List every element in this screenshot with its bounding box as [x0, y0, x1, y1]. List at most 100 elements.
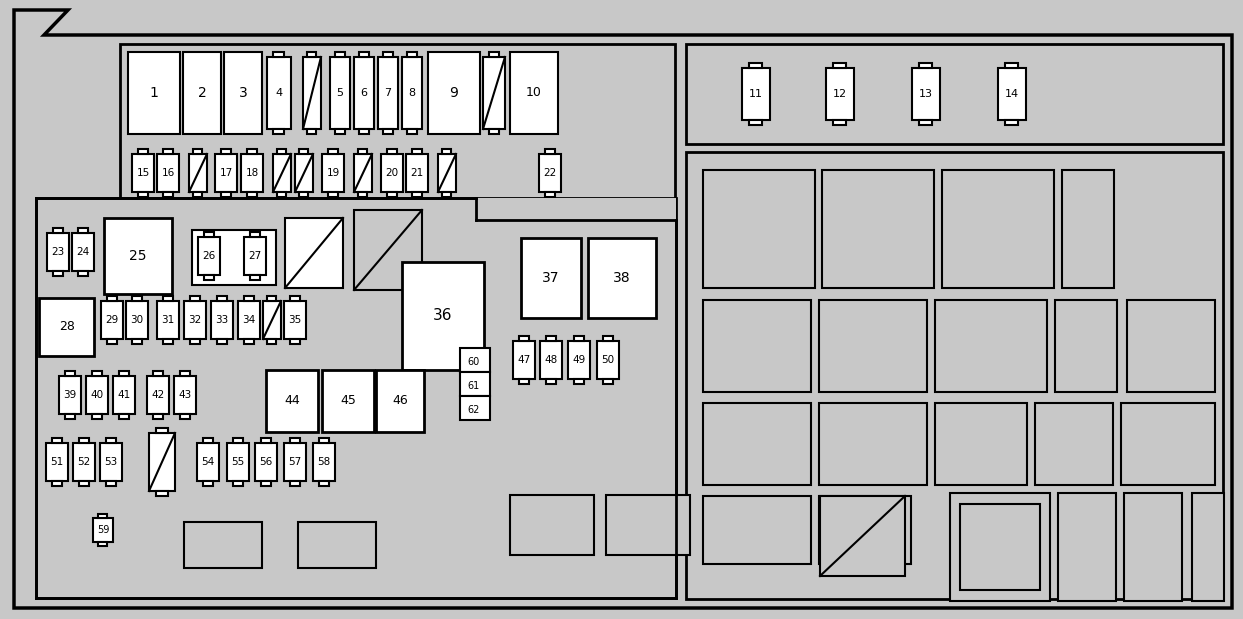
Bar	[383, 52, 393, 57]
Bar	[290, 339, 300, 344]
Text: 22: 22	[543, 168, 557, 178]
Text: 35: 35	[288, 315, 302, 325]
Bar	[1006, 63, 1018, 68]
Text: 7: 7	[384, 88, 392, 98]
Bar	[460, 372, 490, 396]
Bar	[1035, 403, 1112, 485]
Bar	[358, 192, 368, 197]
Bar	[98, 542, 107, 546]
Bar	[149, 433, 175, 491]
Bar	[750, 63, 762, 68]
Text: 24: 24	[76, 247, 89, 257]
Bar	[428, 52, 480, 134]
Bar	[198, 237, 220, 275]
Bar	[307, 129, 317, 134]
Bar	[285, 218, 343, 288]
Text: 44: 44	[285, 394, 300, 407]
Text: 52: 52	[77, 457, 91, 467]
Bar	[273, 129, 285, 134]
Bar	[65, 371, 75, 376]
Bar	[488, 129, 498, 134]
Bar	[93, 518, 113, 542]
Bar	[300, 192, 308, 197]
Bar	[298, 522, 375, 568]
Bar	[147, 376, 169, 414]
Bar	[261, 481, 271, 486]
Bar	[750, 120, 762, 125]
Text: 32: 32	[189, 315, 201, 325]
Bar	[521, 238, 580, 318]
Text: 2: 2	[198, 86, 206, 100]
Bar	[264, 301, 281, 339]
Text: 50: 50	[602, 355, 614, 365]
Text: 60: 60	[467, 357, 480, 367]
Bar	[597, 341, 619, 379]
Bar	[912, 68, 940, 120]
Bar	[247, 192, 257, 197]
Bar	[46, 443, 68, 481]
Bar	[742, 68, 769, 120]
Bar	[942, 170, 1054, 288]
Bar	[53, 228, 63, 233]
Bar	[92, 371, 102, 376]
Bar	[180, 371, 190, 376]
Bar	[163, 339, 173, 344]
Bar	[950, 493, 1050, 601]
Bar	[1124, 493, 1182, 601]
Text: 31: 31	[162, 315, 174, 325]
Text: 33: 33	[215, 315, 229, 325]
Bar	[354, 210, 423, 290]
Bar	[273, 154, 291, 192]
Bar	[58, 376, 81, 414]
Bar	[307, 52, 317, 57]
Text: 14: 14	[1004, 89, 1019, 99]
Bar	[328, 192, 338, 197]
Text: 37: 37	[542, 271, 559, 285]
Bar	[241, 154, 264, 192]
Text: 41: 41	[117, 390, 131, 400]
Bar	[328, 149, 338, 154]
Text: 20: 20	[385, 168, 399, 178]
Bar	[47, 233, 70, 271]
Text: 40: 40	[91, 390, 103, 400]
Text: 17: 17	[219, 168, 232, 178]
Text: 43: 43	[179, 390, 191, 400]
Text: 26: 26	[203, 251, 215, 261]
Text: 57: 57	[288, 457, 302, 467]
Bar	[460, 348, 490, 372]
Bar	[132, 154, 154, 192]
Bar	[319, 438, 329, 443]
Bar	[255, 443, 277, 481]
Bar	[261, 438, 271, 443]
Bar	[163, 192, 173, 197]
Bar	[588, 238, 656, 318]
Bar	[211, 301, 232, 339]
Bar	[1127, 300, 1214, 392]
Bar	[704, 403, 810, 485]
Text: 39: 39	[63, 390, 77, 400]
Bar	[387, 149, 397, 154]
Bar	[250, 232, 260, 237]
Text: 19: 19	[327, 168, 339, 178]
Text: 12: 12	[833, 89, 846, 99]
Bar	[510, 495, 594, 555]
Bar	[180, 414, 190, 419]
Bar	[80, 438, 89, 443]
Text: 48: 48	[544, 355, 558, 365]
Bar	[998, 68, 1025, 120]
Text: 51: 51	[51, 457, 63, 467]
Bar	[273, 52, 285, 57]
Bar	[126, 301, 148, 339]
Text: 18: 18	[245, 168, 259, 178]
Bar	[215, 154, 237, 192]
Bar	[247, 149, 257, 154]
Bar	[387, 192, 397, 197]
Bar	[157, 428, 168, 433]
Text: 47: 47	[517, 355, 531, 365]
Bar	[153, 414, 163, 419]
Text: 61: 61	[467, 381, 480, 391]
Bar	[194, 192, 203, 197]
Bar	[190, 339, 200, 344]
Text: 4: 4	[276, 88, 282, 98]
Bar	[359, 52, 369, 57]
